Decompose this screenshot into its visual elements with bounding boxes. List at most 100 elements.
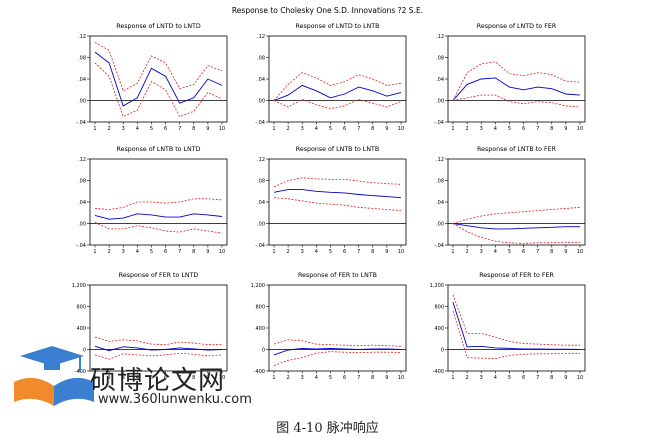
y-tick-label: -.04 — [76, 243, 86, 249]
x-tick-label: 10 — [219, 375, 225, 381]
x-tick-label: 10 — [577, 126, 583, 132]
panel-title: Response of LNTB to LNTB — [296, 146, 379, 153]
x-tick-label: 7 — [357, 126, 360, 132]
y-tick-label: 0 — [441, 348, 444, 354]
panel-grid: Response of LNTD to LNTD .12 .08 .04 .00 -.04… — [72, 23, 586, 381]
y-tick-label: 400 — [434, 326, 444, 332]
y-tick-label: .04 — [257, 200, 265, 206]
x-tick-label: 3 — [122, 126, 125, 132]
y-tick-label: .08 — [436, 179, 444, 185]
x-tick-label: 5 — [150, 126, 153, 132]
panel-title: Response of LNTD to FER — [477, 23, 557, 30]
x-tick-label: 10 — [219, 126, 225, 132]
x-tick-label: 1 — [451, 375, 454, 381]
response-line — [94, 51, 223, 107]
x-tick-label: 3 — [480, 126, 483, 132]
x-tick-label: 2 — [466, 249, 469, 255]
lower-band-line — [94, 352, 223, 360]
x-tick-label: 8 — [371, 375, 374, 381]
y-tick-label: -.04 — [76, 120, 86, 126]
x-tick-label: 5 — [508, 126, 511, 132]
response-line — [452, 77, 581, 101]
upper-band-line — [94, 42, 223, 92]
y-tick-label: -400 — [433, 369, 444, 375]
y-tick-label: 0 — [83, 348, 86, 354]
panel-frame — [268, 158, 407, 246]
x-tick-label: 4 — [315, 375, 318, 381]
x-tick-label: 6 — [522, 126, 525, 132]
x-tick-label: 6 — [522, 375, 525, 381]
y-tick-label: -.04 — [434, 243, 444, 249]
y-tick-label: .12 — [78, 34, 86, 40]
lower-band-line — [273, 197, 402, 211]
y-tick-label: .04 — [436, 77, 444, 83]
panel-7: Response of FER to LNTD1,2008004000-4001… — [72, 272, 228, 381]
x-tick-label: 1 — [272, 249, 275, 255]
x-tick-label: 1 — [272, 375, 275, 381]
x-tick-label: 10 — [398, 249, 404, 255]
y-tick-label: 1,200 — [430, 283, 444, 289]
panel-4: Response of LNTB to LNTD .12 .08 .04 .00 -.04… — [76, 146, 228, 255]
x-tick-label: 9 — [564, 126, 567, 132]
lower-band-line — [94, 62, 223, 118]
panel-title: Response of LNTD to LNTB — [296, 23, 380, 30]
x-tick-label: 2 — [108, 126, 111, 132]
x-tick-label: 8 — [192, 249, 195, 255]
upper-band-line — [94, 198, 223, 210]
x-tick-label: 3 — [301, 375, 304, 381]
x-tick-label: 10 — [219, 249, 225, 255]
y-tick-label: .12 — [257, 34, 265, 40]
panel-6: Response of LNTB to FER .12 .08 .04 .00 -.04 1… — [434, 146, 586, 255]
x-tick-label: 3 — [480, 375, 483, 381]
figure-caption: 图 4-10 脉冲响应 — [276, 421, 379, 436]
x-tick-label: 6 — [522, 249, 525, 255]
x-tick-label: 6 — [343, 375, 346, 381]
x-tick-label: 9 — [564, 375, 567, 381]
x-tick-label: 6 — [343, 249, 346, 255]
upper-band-line — [452, 294, 580, 346]
x-tick-label: 5 — [329, 375, 332, 381]
y-tick-label: -.04 — [255, 243, 265, 249]
upper-band-line — [273, 339, 402, 347]
y-tick-label: -.04 — [434, 120, 444, 126]
x-tick-label: 2 — [466, 375, 469, 381]
x-tick-label: 9 — [206, 375, 209, 381]
watermark-url: www.360lunwenku.com — [98, 392, 252, 407]
x-tick-label: 1 — [272, 126, 275, 132]
panel-title: Response of FER to LNTB — [298, 272, 377, 279]
y-tick-label: .12 — [436, 157, 444, 163]
y-tick-label: .04 — [78, 200, 86, 206]
x-tick-label: 3 — [301, 126, 304, 132]
x-tick-label: 9 — [206, 126, 209, 132]
x-tick-label: 3 — [480, 249, 483, 255]
figure-title: Response to Cholesky One S.D. Innovation… — [232, 6, 423, 15]
response-line — [273, 347, 402, 356]
x-tick-label: 3 — [301, 249, 304, 255]
y-tick-label: 800 — [434, 305, 444, 311]
x-tick-label: 10 — [398, 126, 404, 132]
y-tick-label: 400 — [76, 326, 86, 332]
lower-band-line — [452, 223, 580, 244]
x-tick-label: 6 — [164, 126, 167, 132]
watermark-logo-icon — [14, 346, 94, 406]
y-tick-label: -.04 — [255, 120, 265, 126]
x-tick-label: 4 — [315, 249, 318, 255]
y-tick-label: .08 — [436, 56, 444, 62]
x-tick-label: 4 — [136, 126, 139, 132]
x-tick-label: 8 — [550, 126, 553, 132]
panel-1: Response of LNTD to LNTD .12 .08 .04 .00 -.04… — [76, 23, 228, 132]
y-tick-label: 400 — [255, 326, 265, 332]
response-line — [94, 213, 223, 220]
x-tick-label: 4 — [136, 375, 139, 381]
x-tick-label: 5 — [150, 249, 153, 255]
upper-band-line — [452, 207, 581, 224]
x-tick-label: 2 — [466, 126, 469, 132]
panel-frame — [268, 35, 407, 123]
x-tick-label: 4 — [494, 375, 497, 381]
y-tick-label: 1,200 — [72, 283, 86, 289]
x-tick-label: 6 — [343, 126, 346, 132]
x-tick-label: 2 — [108, 249, 111, 255]
lower-band-line — [273, 98, 402, 110]
y-tick-label: .04 — [436, 200, 444, 206]
